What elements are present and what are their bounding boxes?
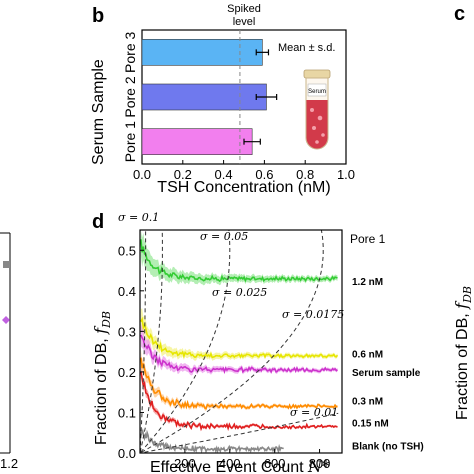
sigma-contour	[141, 229, 324, 453]
line-0-15-nm	[140, 371, 338, 432]
panel-label-c: c	[454, 3, 465, 25]
x-tick-label: 0.4	[215, 167, 233, 182]
x-tick-label: 0.2	[174, 167, 192, 182]
panel-d: d σ = 0.1 σ = 0.05 σ = 0.025 σ = 0.0175 σ = …	[91, 211, 424, 474]
sigma-contour	[139, 230, 147, 453]
y-tick-label: 0.1	[118, 405, 136, 420]
series-label: 0.6 nM	[352, 350, 383, 361]
panel-b-xlabel: TSH Concentration (nM)	[157, 179, 330, 196]
x-tick-label: 200	[174, 456, 196, 471]
left-panel-fragment: 1.2	[0, 232, 18, 471]
pore1-title: Pore 1	[350, 232, 386, 246]
panel-c-ylabel: Fraction of DB, fDB	[452, 286, 474, 420]
purple-marker	[2, 316, 10, 324]
bar-pore-3	[141, 39, 263, 66]
line-blank-no-tsh-	[140, 428, 284, 454]
y-tick-label: 0.5	[118, 243, 136, 258]
sigma-label: σ = 0.05	[200, 230, 248, 243]
line-0-3-nm	[140, 357, 338, 410]
panel-d-frame	[139, 229, 343, 454]
series-label: Serum sample	[352, 368, 421, 379]
panel-d-ylabel: Fraction of DB, fDB	[91, 311, 113, 445]
sigma-contour	[144, 412, 339, 453]
panel-label-d: d	[92, 211, 104, 233]
bar-pore-1	[141, 128, 253, 155]
panel-c-fragment: c Fraction of DB, fDB	[452, 3, 474, 420]
sigma-label: σ = 0.1	[118, 211, 159, 224]
series-label: 0.3 nM	[352, 396, 383, 407]
line-0-6-nm	[140, 316, 339, 359]
band-serum-sample	[140, 323, 338, 376]
y-tick-label: 0.4	[118, 284, 136, 299]
band-1-2-nm	[140, 230, 338, 286]
series-label: 1.2 nM	[352, 277, 383, 288]
panel-b: b Spiked level Pore 1 Pore 2 Pore 3 0.0 0.2 0…	[90, 3, 355, 196]
x-tick-label: 600	[264, 456, 286, 471]
sigma-contour	[139, 229, 163, 453]
sigma-label: σ = 0.0175	[282, 308, 344, 321]
x-tick-label: 800	[309, 456, 331, 471]
panel-b-ylabel: Serum Sample	[90, 59, 107, 165]
inset-serum-label: Serum	[308, 89, 326, 95]
sigma-label: σ = 0.025	[212, 286, 267, 299]
left-tick-label: 1.2	[0, 456, 18, 471]
x-tick-label: 0.6	[255, 167, 273, 182]
spiked-label-line2: level	[233, 16, 256, 28]
category-label: Pore 1	[122, 121, 138, 162]
sigma-label: σ = 0.01	[290, 406, 338, 419]
y-tick-label: 0.2	[118, 365, 136, 380]
x-tick-label: 0.8	[296, 167, 314, 182]
line-1-2-nm	[140, 239, 338, 283]
x-tick-label: 1.0	[337, 167, 355, 182]
bar-pore-2	[141, 83, 267, 111]
legend-text: Mean ± s.d.	[278, 42, 335, 54]
y-tick-label: 0.0	[118, 446, 136, 461]
y-tick-label: 0.3	[118, 324, 136, 339]
grey-marker	[3, 261, 10, 268]
category-label: Pore 3	[122, 31, 138, 72]
panel-d-xlabel: Effective Event Count N*	[150, 457, 330, 474]
serum-tube-icon: Serum	[303, 69, 331, 150]
line-serum-sample	[140, 334, 338, 374]
category-label: Pore 2	[122, 76, 138, 117]
series-label: 0.15 nM	[352, 419, 389, 430]
x-tick-label: 0.0	[133, 167, 151, 182]
series-label: Blank (no TSH)	[352, 442, 424, 453]
x-tick-label: 400	[219, 456, 241, 471]
spiked-label-line1: Spiked	[227, 3, 261, 15]
panel-label-b: b	[92, 5, 104, 27]
